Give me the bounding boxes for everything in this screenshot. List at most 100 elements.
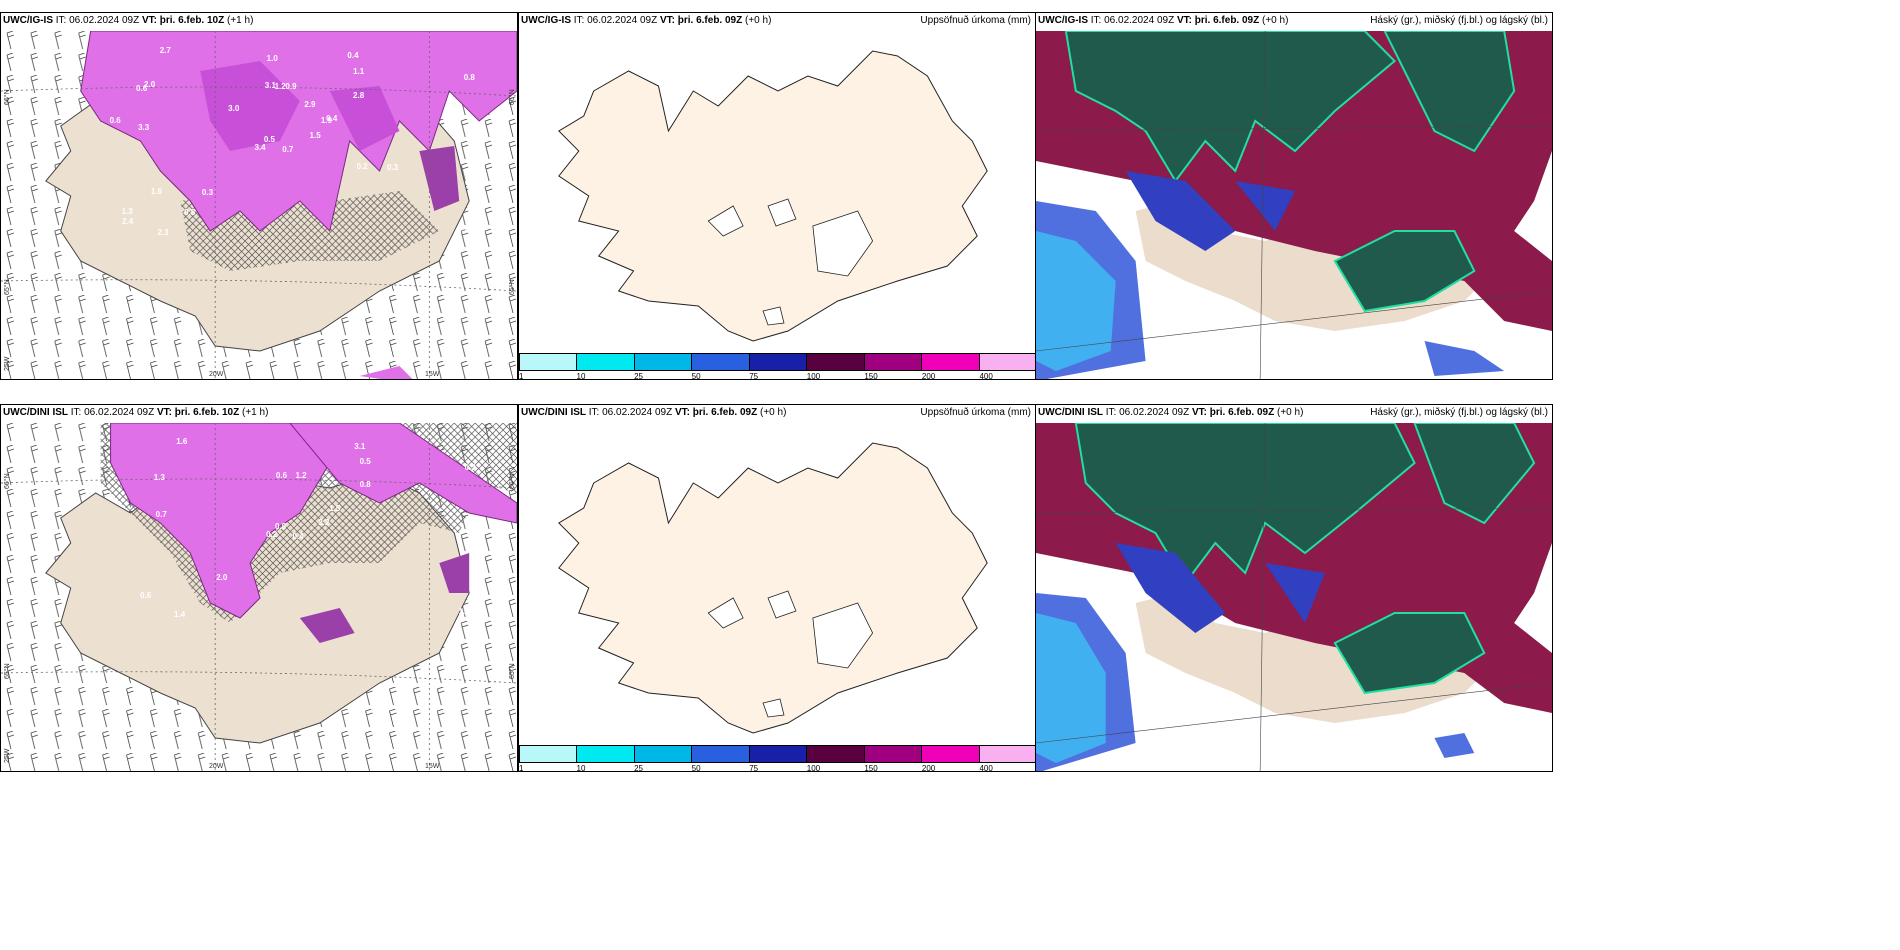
iceland-land <box>558 442 988 734</box>
map-panel-accum-precip-top: UWC/IG-IS IT: 06.02.2024 09Z VT: þri. 6.… <box>518 12 1036 380</box>
panel-header: UWC/DINI ISL IT: 06.02.2024 09Z VT: þri.… <box>521 405 1035 421</box>
model-name: UWC/IG-IS <box>521 15 571 26</box>
panel-header: UWC/IG-IS IT: 06.02.2024 09Z VT: þri. 6.… <box>521 13 1035 29</box>
colorbar-segment <box>749 354 808 370</box>
lat-label: 66°N <box>4 89 11 105</box>
colorbar-tick-label: 150 <box>864 764 878 772</box>
colorbar-segment <box>634 746 693 762</box>
init-time: 06.02.2024 09Z <box>1104 15 1175 26</box>
valid-time: þri. 6.feb. 10Z <box>174 407 240 418</box>
accum-precip-map <box>558 442 988 734</box>
colorbar-segment <box>922 746 980 762</box>
colorbar-segment <box>864 354 923 370</box>
lead-time: (+0 h) <box>1262 15 1289 26</box>
init-time: 06.02.2024 09Z <box>1119 407 1190 418</box>
lon-label: 15W <box>425 763 440 770</box>
init-time: 06.02.2024 09Z <box>84 407 155 418</box>
iceland-land <box>558 50 988 342</box>
lon-label: 25W <box>4 748 11 763</box>
lead-time: (+0 h) <box>745 15 772 26</box>
valid-label: VT: <box>659 15 675 26</box>
field-title: Uppsöfnuð úrkoma (mm) <box>920 407 1031 418</box>
panel-header: UWC/DINI ISL IT: 06.02.2024 09Z VT: þri.… <box>1038 405 1552 421</box>
map-panel-wind-precip-top: UWC/IG-IS IT: 06.02.2024 09Z VT: þri. 6.… <box>0 12 518 380</box>
valid-label: VT: <box>1191 407 1207 418</box>
colorbar-tick-label: 200 <box>921 372 936 380</box>
model-name: UWC/IG-IS <box>1038 15 1088 26</box>
panel-header: UWC/IG-IS IT: 06.02.2024 09Z VT: þri. 6.… <box>1038 13 1552 29</box>
valid-label: VT: <box>1176 15 1192 26</box>
init-label: IT: <box>55 15 67 26</box>
lat-label: 66°N <box>4 473 11 489</box>
init-time: 06.02.2024 09Z <box>69 15 140 26</box>
colorbar-tick-label: 400 <box>979 764 993 772</box>
field-title: Háský (gr.), miðský (fj.bl.) og lágský (… <box>1370 407 1548 418</box>
field-title: Háský (gr.), miðský (fj.bl.) og lágský (… <box>1370 15 1548 26</box>
colorbar-tick-label: 50 <box>691 764 701 772</box>
model-name: UWC/DINI ISL <box>521 407 586 418</box>
colorbar-tick-label: 75 <box>749 764 759 772</box>
colorbar-segment <box>922 354 980 370</box>
colorbar-segment <box>979 354 1035 370</box>
init-time: 06.02.2024 09Z <box>587 15 658 26</box>
valid-label: VT: <box>141 15 157 26</box>
colorbar-tick-label: 10 <box>576 764 586 772</box>
lat-label: 66°N <box>509 89 516 105</box>
colorbar-segment <box>864 746 923 762</box>
colorbar-tick-label: 50 <box>691 372 701 380</box>
map-panel-wind-precip-bottom: UWC/DINI ISL IT: 06.02.2024 09Z VT: þri.… <box>0 404 518 772</box>
lead-time: (+0 h) <box>1277 407 1304 418</box>
colorbar-ticks: 1 10 25 50 75 100 150 200 400 <box>519 372 1035 380</box>
accum-precip-map <box>558 50 988 342</box>
lon-label: 15W <box>425 371 440 378</box>
lon-label: 25W <box>4 356 11 371</box>
map-panel-clouds-bottom: UWC/DINI ISL IT: 06.02.2024 09Z VT: þri.… <box>1035 404 1553 772</box>
lead-time: (+0 h) <box>760 407 787 418</box>
valid-time: þri. 6.feb. 09Z <box>692 407 758 418</box>
map-panel-accum-precip-bottom: UWC/DINI ISL IT: 06.02.2024 09Z VT: þri.… <box>518 404 1036 772</box>
lat-label: 65°N <box>4 279 11 295</box>
lat-label: 65°N <box>4 663 11 679</box>
lat-label: 65°N <box>509 279 516 295</box>
model-name: UWC/DINI ISL <box>3 407 68 418</box>
valid-label: VT: <box>156 407 172 418</box>
colorbar-segment <box>692 354 750 370</box>
colorbar-tick-label: 25 <box>634 764 644 772</box>
cloud-cover-map <box>1036 423 1552 771</box>
precip-colorbar <box>519 353 1035 371</box>
colorbar-tick-label: 75 <box>749 372 759 380</box>
colorbar-tick-label: 100 <box>806 372 821 380</box>
model-name: UWC/IG-IS <box>3 15 53 26</box>
colorbar-segment <box>979 746 1035 762</box>
colorbar-segment <box>577 746 635 762</box>
lead-time: (+1 h) <box>227 15 254 26</box>
panel-header: UWC/IG-IS IT: 06.02.2024 09Z VT: þri. 6.… <box>3 13 253 29</box>
colorbar-tick-label: 150 <box>864 372 878 380</box>
precip-colorbar <box>519 745 1035 763</box>
map-panel-clouds-top: UWC/IG-IS IT: 06.02.2024 09Z VT: þri. 6.… <box>1035 12 1553 380</box>
valid-time: þri. 6.feb. 09Z <box>1194 15 1260 26</box>
lead-time: (+1 h) <box>242 407 269 418</box>
wind-precip-map <box>1 423 517 771</box>
valid-label: VT: <box>674 407 690 418</box>
panel-header: UWC/DINI ISL IT: 06.02.2024 09Z VT: þri.… <box>3 405 268 421</box>
lon-label: 20W <box>209 763 224 770</box>
colorbar-tick-label: 25 <box>634 372 644 380</box>
init-label: IT: <box>573 15 585 26</box>
init-label: IT: <box>1105 407 1117 418</box>
lat-label: 66°N <box>509 473 516 489</box>
valid-time: þri. 6.feb. 09Z <box>1209 407 1275 418</box>
init-label: IT: <box>70 407 82 418</box>
colorbar-segment <box>520 746 578 762</box>
colorbar-segment <box>749 746 808 762</box>
colorbar-segment <box>634 354 693 370</box>
colorbar-tick-label: 100 <box>806 764 821 772</box>
valid-time: þri. 6.feb. 09Z <box>677 15 743 26</box>
model-name: UWC/DINI ISL <box>1038 407 1103 418</box>
colorbar-segment <box>520 354 578 370</box>
wind-precip-map <box>1 31 517 379</box>
colorbar-tick-label: 10 <box>576 372 586 380</box>
valid-time: þri. 6.feb. 10Z <box>159 15 225 26</box>
colorbar-ticks: 1 10 25 50 75 100 150 200 400 <box>519 764 1035 772</box>
init-label: IT: <box>588 407 600 418</box>
